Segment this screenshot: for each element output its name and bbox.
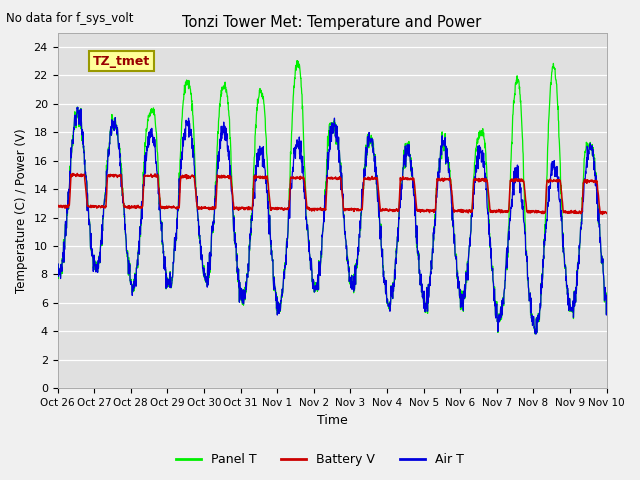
Text: No data for f_sys_volt: No data for f_sys_volt bbox=[6, 12, 134, 25]
Title: Tonzi Tower Met: Temperature and Power: Tonzi Tower Met: Temperature and Power bbox=[182, 15, 482, 30]
Legend: Panel T, Battery V, Air T: Panel T, Battery V, Air T bbox=[171, 448, 469, 471]
Y-axis label: Temperature (C) / Power (V): Temperature (C) / Power (V) bbox=[15, 128, 28, 293]
X-axis label: Time: Time bbox=[317, 414, 348, 427]
Text: TZ_tmet: TZ_tmet bbox=[93, 55, 150, 68]
